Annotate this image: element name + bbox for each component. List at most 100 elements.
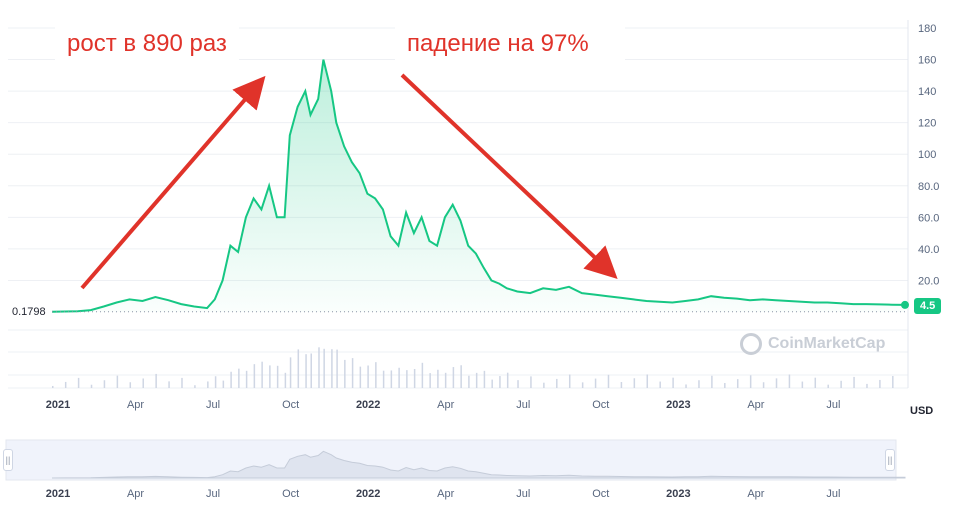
x-tick-label: Apr (437, 399, 454, 411)
navigator-x-tick-label: Apr (747, 488, 764, 500)
volume-bar (452, 367, 455, 388)
navigator-x-tick-label: Apr (127, 488, 144, 500)
navigator-x-tick-label: Apr (437, 488, 454, 500)
volume-bar (181, 377, 183, 388)
volume-bar (468, 375, 470, 388)
y-tick-label: 140 (918, 86, 936, 98)
volume-bar (284, 372, 287, 388)
volume-bar (344, 359, 346, 388)
x-axis: 2021 Apr Jul Oct 2022 Apr Jul Oct 2023 Apr Jul (46, 399, 841, 411)
volume-bar (116, 375, 119, 388)
volume-bar (64, 381, 67, 388)
volume-bar (879, 379, 881, 388)
y-tick-label: 20.0 (918, 275, 939, 287)
volume-bar (331, 349, 333, 388)
price-line (51, 59, 906, 313)
volume-bar (698, 380, 700, 388)
growth-annotation: рост в 890 раз (55, 26, 239, 62)
grid-lines (8, 20, 909, 389)
volume-bar (429, 373, 431, 388)
x-tick-label: 2021 (46, 399, 70, 411)
y-tick-label: 180 (918, 23, 936, 35)
volume-bar (594, 378, 597, 388)
volume-bar (556, 378, 558, 388)
volume-bar (672, 377, 674, 388)
navigator-x-axis: 2021 Apr Jul Oct 2022 Apr Jul Oct 2023 Apr Jul (46, 488, 841, 500)
volume-bar (269, 365, 271, 388)
volume-bar (421, 362, 424, 388)
volume-bar (517, 380, 519, 388)
volume-bar (253, 364, 256, 388)
volume-bar (444, 372, 447, 388)
currency-label: USD (910, 405, 934, 417)
x-tick-label: 2023 (666, 399, 690, 411)
navigator-x-tick-label: Jul (206, 488, 220, 500)
volume-bar (543, 382, 545, 388)
volume-bars (52, 347, 894, 388)
last-price-badge: 4.5 (914, 298, 942, 314)
volume-bar (230, 371, 232, 388)
x-tick-label: Oct (282, 399, 299, 411)
decline-arrow (400, 73, 618, 279)
volume-bar (406, 370, 408, 388)
volume-bar (840, 380, 842, 388)
y-tick-label: 100 (918, 149, 936, 161)
navigator-x-tick-label: 2021 (46, 488, 70, 500)
volume-bar (413, 369, 416, 388)
volume-bar (801, 381, 804, 388)
volume-bar (323, 348, 325, 388)
growth-arrow (80, 75, 266, 290)
x-tick-label: 2022 (356, 399, 380, 411)
volume-bar (506, 372, 509, 388)
x-tick-label: Jul (206, 399, 220, 411)
navigator-x-tick-label: 2023 (666, 488, 690, 500)
volume-bar (305, 354, 307, 388)
volume-bar (437, 369, 439, 388)
navigator-x-tick-label: Jul (516, 488, 530, 500)
volume-bar (390, 370, 393, 388)
price-area-fill (52, 59, 905, 312)
navigator-left-handle[interactable]: || (3, 449, 13, 471)
volume-bar (853, 376, 855, 388)
volume-bar (77, 377, 80, 388)
volume-bar (238, 368, 240, 388)
x-tick-label: Jul (516, 399, 530, 411)
volume-bar (530, 376, 532, 388)
x-tick-label: Jul (826, 399, 840, 411)
volume-bar (52, 385, 54, 388)
volume-bar (318, 347, 320, 388)
volume-bar (310, 353, 312, 388)
volume-bar (475, 372, 478, 388)
volume-bar (103, 380, 106, 388)
volume-bar (367, 365, 369, 388)
navigator-x-tick-label: Jul (826, 488, 840, 500)
volume-bar (711, 375, 713, 388)
navigator-x-tick-label: Oct (592, 488, 609, 500)
volume-bar (289, 357, 292, 388)
volume-bar (336, 349, 338, 388)
x-tick-label: Apr (127, 399, 144, 411)
y-tick-label: 160 (918, 55, 936, 67)
navigator-right-handle[interactable]: || (885, 449, 895, 471)
volume-bar (214, 376, 217, 388)
volume-bar (607, 374, 610, 388)
volume-bar (276, 365, 279, 388)
volume-bar (245, 370, 248, 388)
watermark-text: CoinMarketCap (768, 335, 886, 352)
volume-bar (736, 379, 739, 388)
volume-bar (633, 378, 636, 388)
volume-bar (659, 381, 661, 388)
volume-bar (382, 370, 385, 388)
volume-bar (129, 382, 132, 388)
volume-bar (568, 374, 571, 388)
volume-bar (207, 381, 209, 388)
y-tick-label: 120 (918, 118, 936, 130)
volume-bar (168, 381, 170, 388)
volume-bar (724, 383, 726, 388)
volume-bar (827, 384, 829, 388)
coinmarketcap-logo-icon (740, 333, 762, 355)
volume-bar (814, 377, 817, 388)
y-tick-label: 60.0 (918, 212, 939, 224)
volume-bar (788, 374, 791, 388)
